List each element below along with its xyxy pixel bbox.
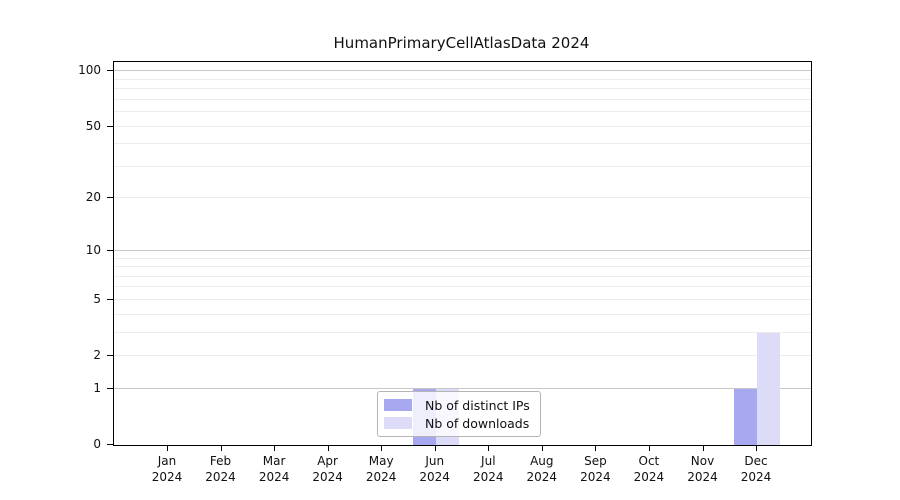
legend-box: Nb of distinct IPs Nb of downloads: [377, 391, 541, 437]
gridline-20: [114, 197, 811, 199]
x-tick-label-dec: Dec 2024: [740, 454, 772, 484]
y-tick-20: [107, 197, 113, 199]
x-tick-label-feb: Feb 2024: [205, 454, 236, 484]
x-tick-jan: [167, 445, 168, 451]
legend-swatch-distinct-ips: [384, 399, 412, 411]
legend-item-downloads: Nb of downloads: [384, 416, 534, 431]
x-tick-label-sep: Sep 2024: [580, 454, 611, 484]
x-tick-nov: [702, 445, 704, 451]
x-tick-label-apr: Apr 2024: [312, 454, 343, 484]
gridline-6: [114, 286, 811, 288]
x-tick-label-oct: Oct 2024: [633, 454, 665, 484]
gridline-80: [114, 88, 811, 89]
y-tick-label-2: 2: [93, 348, 101, 362]
gridline-60: [114, 110, 811, 112]
x-tick-label-jul: Jul 2024: [473, 454, 504, 484]
plot-area: [113, 61, 812, 446]
x-tick-label-mar: Mar 2024: [258, 454, 290, 484]
y-tick-10: [107, 249, 113, 251]
y-tick-label-10: 10: [85, 242, 101, 257]
bar-distinct-ips-dec: [734, 388, 757, 445]
x-tick-label-jan: Jan 2024: [151, 454, 183, 484]
gridline-30: [114, 165, 811, 167]
gridline-3: [114, 331, 811, 333]
y-tick-2: [107, 355, 113, 356]
x-tick-dec: [756, 445, 757, 451]
x-tick-label-nov: Nov 2024: [687, 454, 718, 484]
gridline-5: [114, 298, 811, 300]
gridline-10: [114, 249, 811, 251]
x-tick-feb: [220, 445, 222, 451]
gridline-70: [114, 98, 811, 100]
x-tick-jun: [434, 445, 436, 451]
legend-label-distinct-ips: Nb of distinct IPs: [425, 397, 530, 413]
gridline-100: [114, 70, 811, 72]
gridline-9: [114, 257, 811, 259]
bar-downloads-dec: [757, 332, 780, 445]
y-tick-label-20: 20: [85, 190, 101, 205]
legend-item-distinct-ips: Nb of distinct IPs: [384, 398, 534, 413]
x-tick-mar: [274, 445, 276, 451]
y-tick-label-50: 50: [85, 118, 101, 133]
gridline-2: [114, 355, 811, 356]
x-tick-oct: [648, 445, 650, 451]
y-tick-100: [107, 70, 113, 72]
y-tick-label-1: 1: [93, 380, 101, 395]
x-tick-label-aug: Aug 2024: [526, 454, 558, 484]
gridline-50: [114, 125, 811, 127]
y-tick-label-0: 0: [93, 437, 101, 451]
y-tick-label-5: 5: [93, 291, 101, 306]
legend-swatch-downloads: [384, 417, 412, 429]
gridline-40: [114, 143, 811, 145]
x-tick-label-jun: Jun 2024: [419, 454, 450, 484]
y-tick-50: [107, 125, 113, 127]
gridline-1: [114, 387, 811, 389]
gridline-7: [114, 275, 811, 277]
x-tick-sep: [595, 445, 597, 451]
x-tick-label-may: May 2024: [365, 454, 397, 484]
y-tick-label-100: 100: [78, 63, 101, 78]
x-tick-jul: [488, 445, 490, 451]
chart-title: HumanPrimaryCellAtlasData 2024: [333, 34, 590, 52]
legend-label-downloads: Nb of downloads: [425, 415, 530, 431]
gridline-8: [114, 266, 811, 267]
x-tick-aug: [541, 445, 543, 451]
x-tick-apr: [327, 445, 329, 451]
y-tick-5: [107, 298, 113, 300]
y-tick-1: [107, 387, 113, 389]
y-tick-0: [107, 444, 113, 445]
gridline-90: [114, 78, 811, 80]
x-tick-may: [381, 445, 383, 451]
gridline-4: [114, 313, 811, 315]
